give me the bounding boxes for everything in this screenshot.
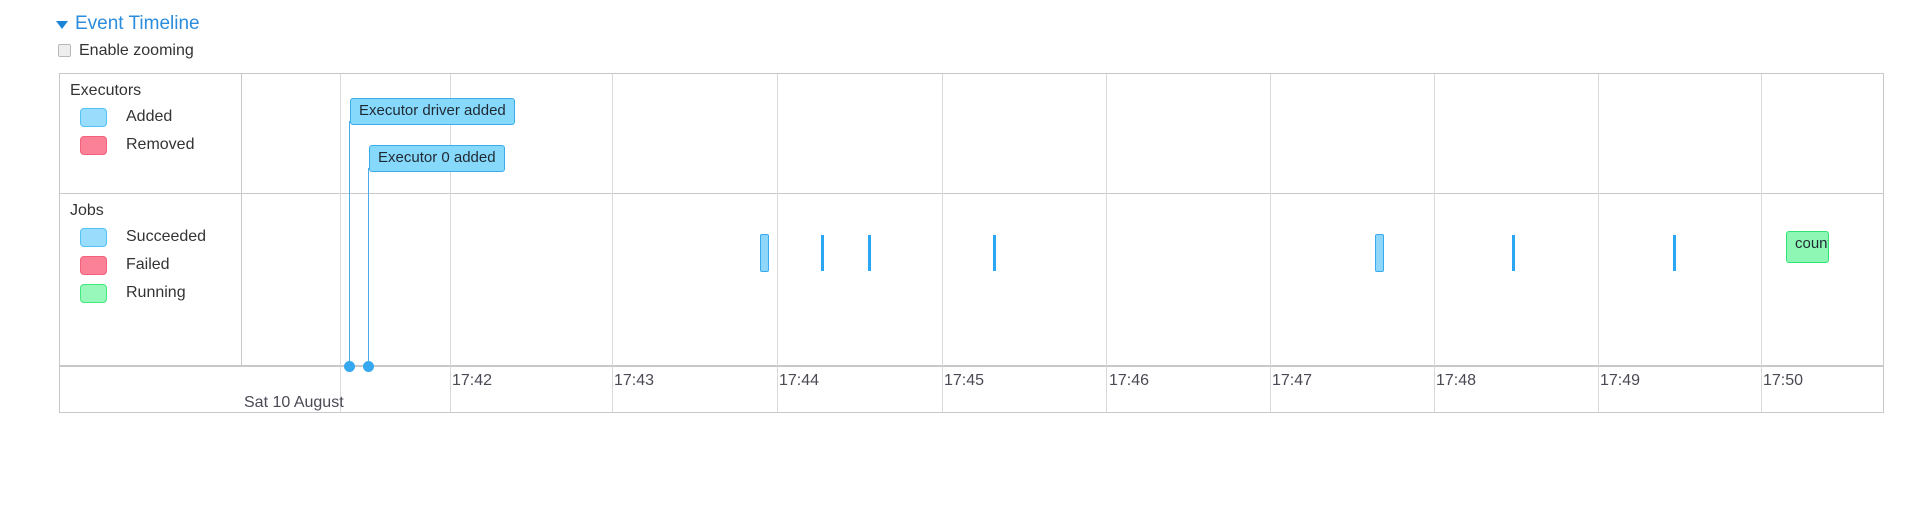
job-marker-3[interactable]	[993, 235, 996, 271]
axis-tick-label-5: 17:47	[1272, 372, 1313, 389]
legend-item-failed: Failed	[80, 251, 206, 279]
running-job-box[interactable]: count	[1786, 231, 1829, 263]
page-title[interactable]: Event Timeline	[75, 13, 200, 34]
row-label-executors: Executors	[70, 82, 142, 99]
axis-gridline-2	[612, 366, 613, 412]
gridline-1	[450, 74, 451, 366]
axis-gridline-3	[777, 366, 778, 412]
axis-top-rule	[60, 366, 1883, 367]
swatch-added-icon	[80, 107, 107, 127]
legend-label-succeeded: Succeeded	[126, 228, 207, 245]
swatch-succeeded-icon	[80, 227, 107, 247]
axis-tick-label-0: 17:42	[452, 372, 493, 389]
axis-tick-label-6: 17:48	[1436, 372, 1477, 389]
job-marker-1[interactable]	[821, 235, 824, 271]
gridline-7	[1434, 74, 1435, 366]
legend-executors: Added Removed	[80, 103, 194, 159]
axis-tick-label-4: 17:46	[1109, 372, 1150, 389]
event-timeline-header[interactable]: Event Timeline	[56, 14, 200, 34]
legend-label-failed: Failed	[126, 256, 170, 273]
legend-label-added: Added	[126, 108, 173, 125]
gridline-6	[1270, 74, 1271, 366]
swatch-running-icon	[80, 283, 107, 303]
axis-gridline-5	[1106, 366, 1107, 412]
swatch-failed-icon	[80, 255, 107, 275]
axis-gridline-4	[942, 366, 943, 412]
legend-item-running: Running	[80, 279, 206, 307]
axis-gridline-6	[1270, 366, 1271, 412]
executor-driver-added-marker[interactable]	[344, 361, 355, 372]
job-marker-4[interactable]	[1375, 234, 1384, 272]
legend-item-added: Added	[80, 103, 194, 131]
timeline-row-jobs: Jobs Succeeded Failed Running	[60, 194, 1883, 366]
gridline-5	[1106, 74, 1107, 366]
swatch-removed-icon	[80, 135, 107, 155]
axis-gridline-1	[450, 366, 451, 412]
axis-tick-label-8: 17:50	[1763, 372, 1804, 389]
gridline-0	[340, 74, 341, 366]
axis-tick-label-2: 17:44	[779, 372, 820, 389]
timeline-container[interactable]: Executors Added Removed Jobs Succeeded	[59, 73, 1884, 413]
legend-pane-divider	[241, 74, 242, 366]
legend-item-succeeded: Succeeded	[80, 223, 206, 251]
axis-tick-label-7: 17:49	[1600, 372, 1641, 389]
gridline-4	[942, 74, 943, 366]
gridline-9	[1761, 74, 1762, 366]
event-stem-0	[349, 121, 350, 366]
legend-jobs: Succeeded Failed Running	[80, 223, 206, 307]
timeline-row-executors: Executors Added Removed	[60, 74, 1883, 194]
job-marker-2[interactable]	[868, 235, 871, 271]
legend-label-running: Running	[126, 284, 186, 301]
axis-gridline-9	[1761, 366, 1762, 412]
axis-tick-label-3: 17:45	[944, 372, 985, 389]
axis-gridline-0	[340, 366, 341, 412]
gridline-3	[777, 74, 778, 366]
gridline-8	[1598, 74, 1599, 366]
caret-down-icon[interactable]	[56, 21, 68, 29]
axis-tick-label-1: 17:43	[614, 372, 655, 389]
enable-zooming-row[interactable]: Enable zooming	[58, 42, 194, 59]
enable-zooming-checkbox[interactable]	[58, 44, 71, 57]
job-marker-5[interactable]	[1512, 235, 1515, 271]
job-marker-6[interactable]	[1673, 235, 1676, 271]
enable-zooming-label: Enable zooming	[79, 42, 194, 59]
event-box-1[interactable]: Executor 0 added	[369, 145, 505, 172]
gridline-2	[612, 74, 613, 366]
event-stem-1	[368, 168, 369, 366]
axis-gridline-8	[1598, 366, 1599, 412]
event-box-0[interactable]: Executor driver added	[350, 98, 515, 125]
row-label-jobs: Jobs	[70, 202, 104, 219]
legend-label-removed: Removed	[126, 136, 195, 153]
job-marker-0[interactable]	[760, 234, 769, 272]
axis-gridline-7	[1434, 366, 1435, 412]
axis-date-label: Sat 10 August	[244, 394, 344, 411]
legend-item-removed: Removed	[80, 131, 194, 159]
executor-0-added-marker[interactable]	[363, 361, 374, 372]
